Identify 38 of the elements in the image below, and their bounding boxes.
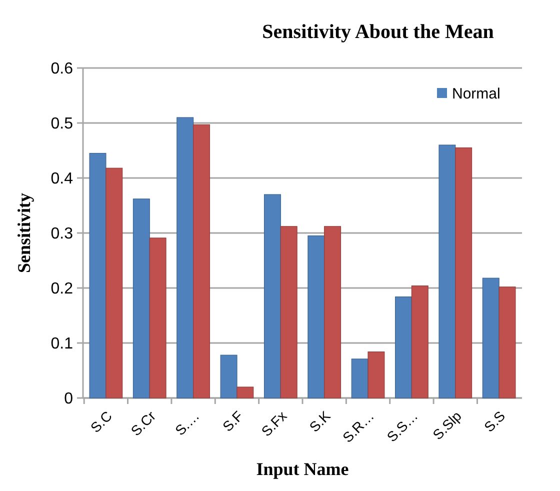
bar: [236, 386, 254, 398]
bar: [498, 286, 516, 398]
x-axis-title: Input Name: [256, 459, 349, 479]
x-tick-label: S.C: [87, 408, 115, 436]
bar: [351, 358, 368, 398]
bar: [482, 278, 500, 398]
bar: [280, 226, 298, 398]
bar: [395, 296, 412, 398]
y-tick-label: 0: [64, 390, 74, 408]
x-tick-label: S.F: [219, 408, 246, 434]
bar: [264, 194, 281, 398]
x-tick-label: S.K: [306, 407, 334, 436]
x-tick-label: S.Fx: [258, 408, 290, 440]
bar: [192, 124, 210, 398]
x-tick-label: S.Cr: [128, 408, 159, 439]
y-tick-label: 0.3: [50, 226, 74, 243]
bar: [324, 226, 342, 398]
chart-title: Sensitivity About the Mean: [262, 21, 494, 43]
y-tick-label: 0.6: [50, 60, 74, 78]
y-tick-label: 0.5: [50, 116, 74, 133]
bar: [438, 144, 456, 398]
bar: [368, 352, 385, 398]
bar: [149, 238, 166, 398]
legend-label: Normal: [452, 85, 500, 102]
y-tick-label: 0.4: [50, 170, 74, 188]
bar: [176, 117, 194, 398]
x-tick-label: S.S: [480, 408, 508, 436]
bar: [220, 354, 238, 398]
bar: [106, 168, 123, 398]
bar: [308, 235, 325, 398]
bar: [89, 152, 106, 398]
y-tick-label: 0.1: [50, 336, 74, 353]
y-axis-title: Sensitivity: [14, 192, 34, 274]
bar: [411, 286, 428, 398]
bar: [455, 147, 472, 398]
bar: [132, 198, 150, 398]
y-tick-label: 0.2: [50, 280, 74, 298]
x-tick-label: S.…: [172, 408, 202, 438]
